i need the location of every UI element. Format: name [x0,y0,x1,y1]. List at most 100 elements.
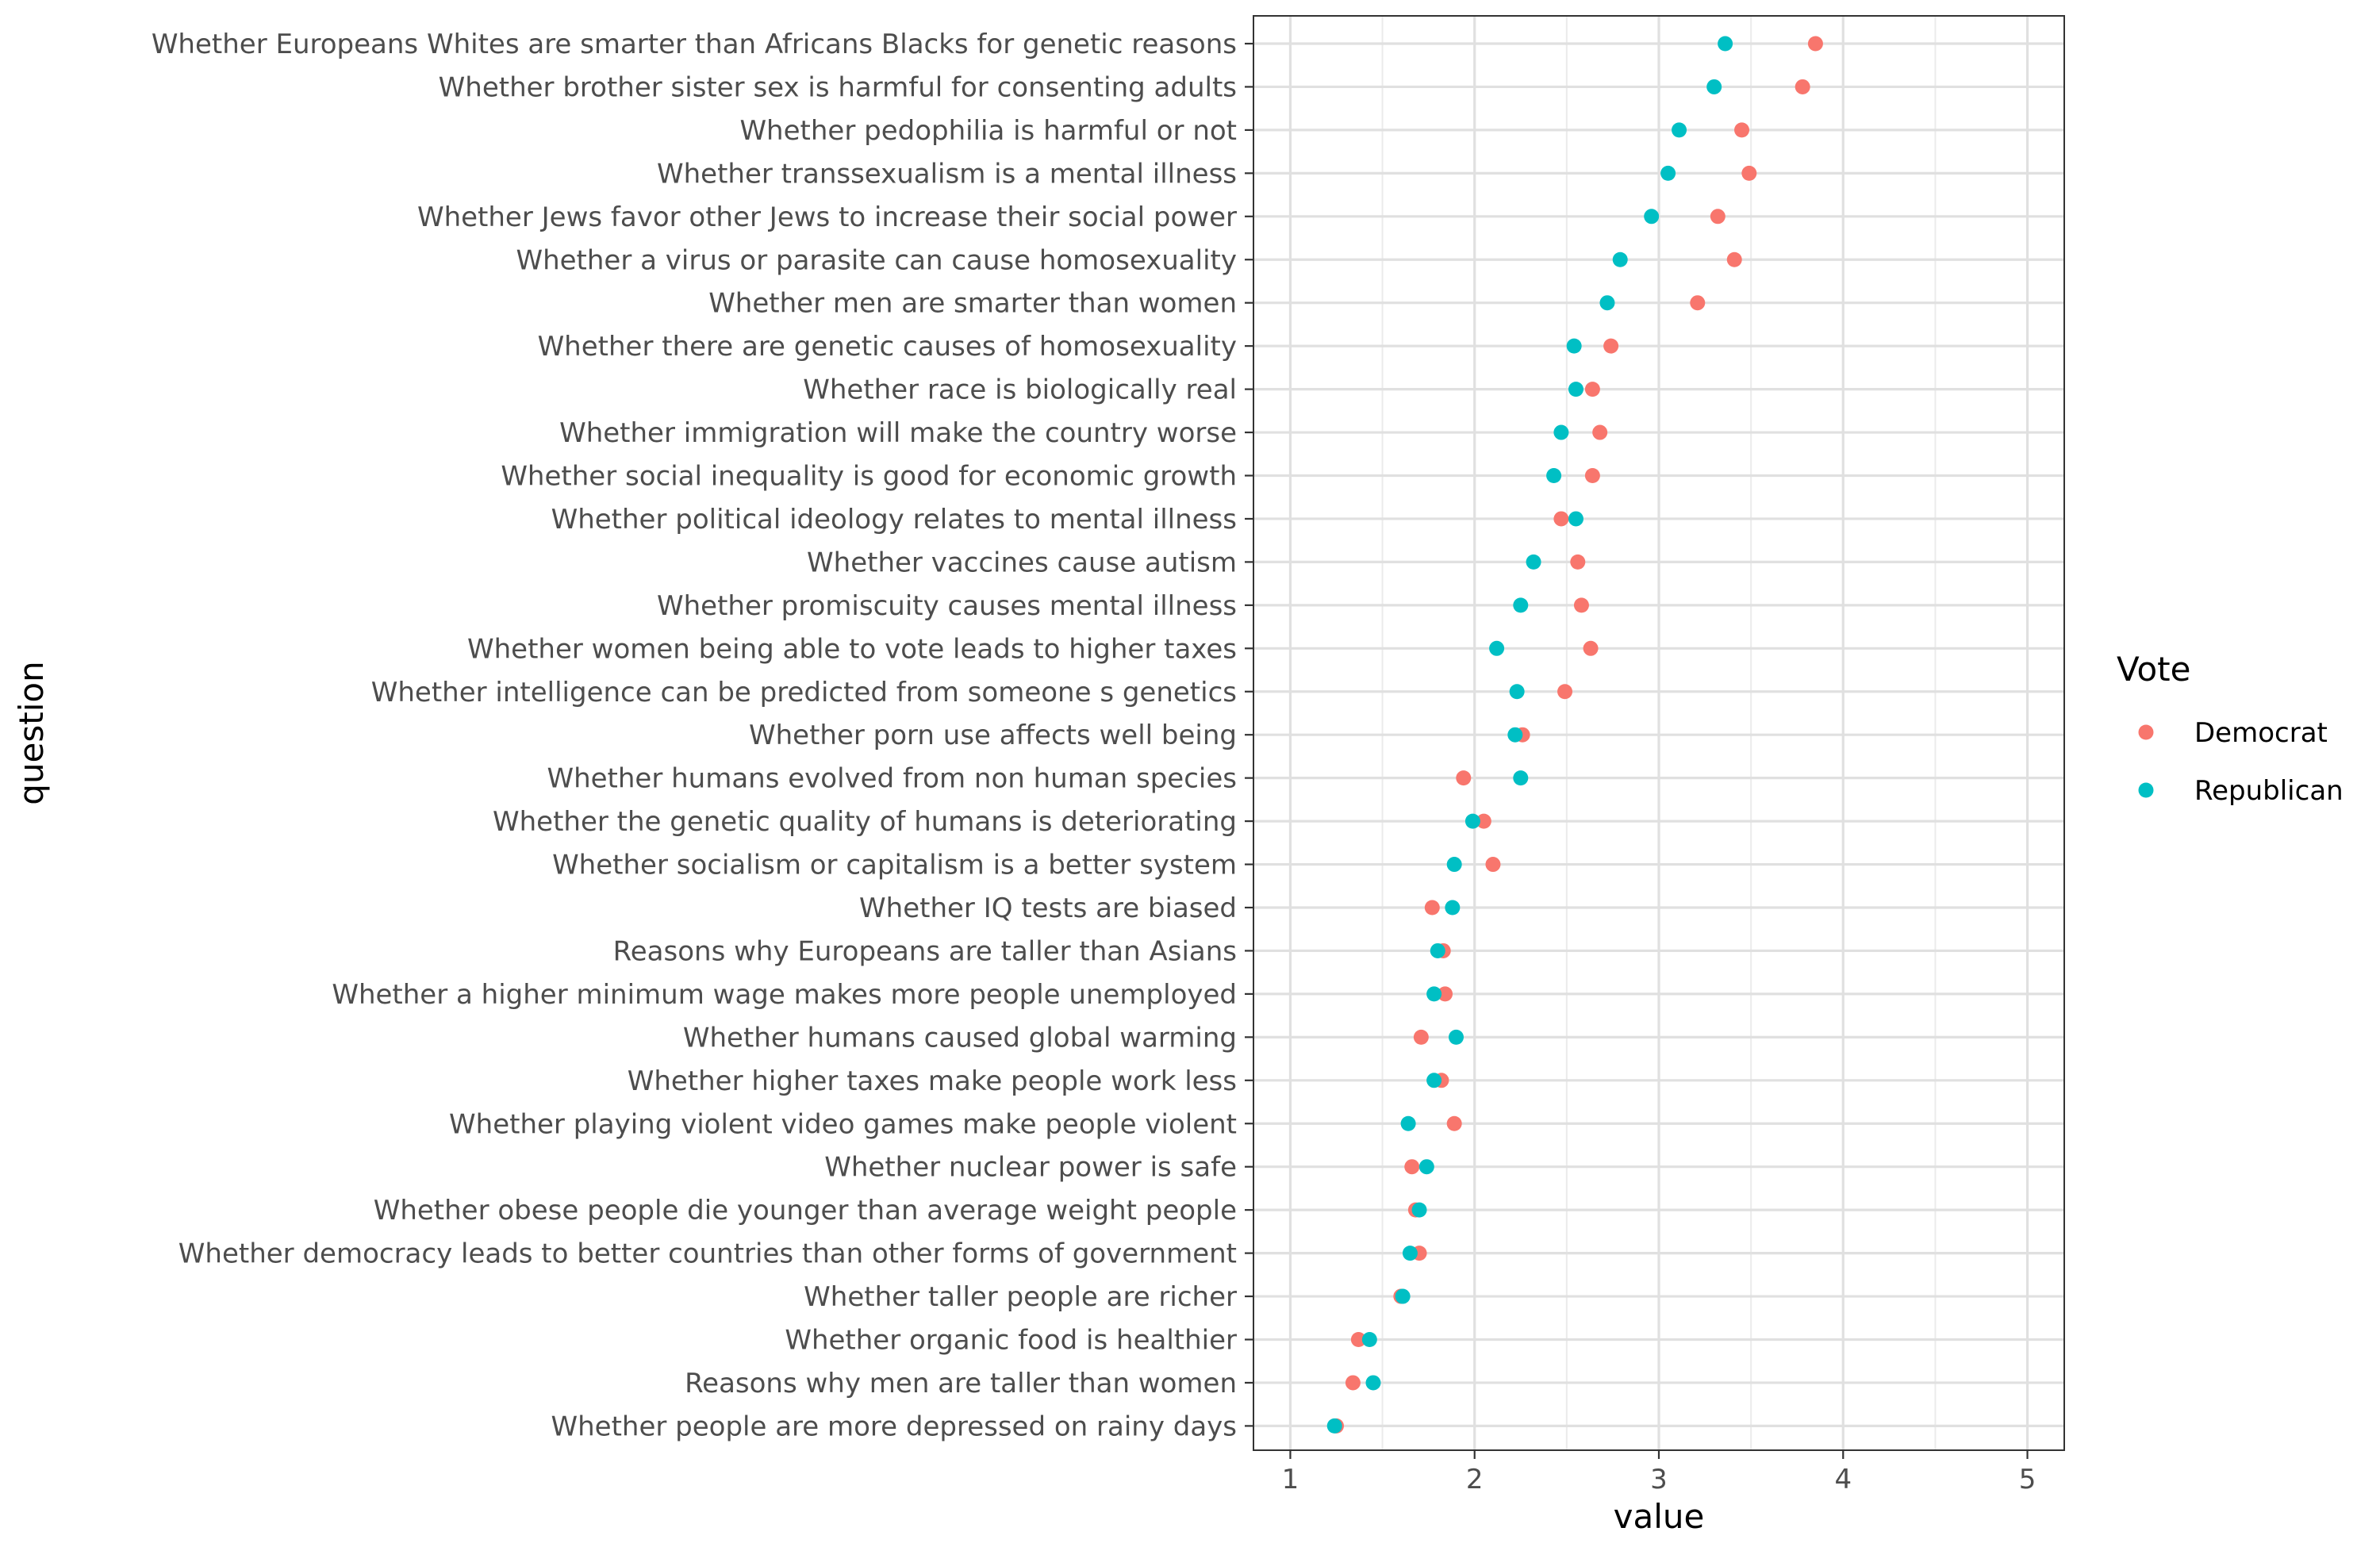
point-republican [1361,1332,1377,1347]
y-tick-label: Whether there are genetic causes of homo… [538,331,1237,363]
y-tick-label: Whether pedophilia is harmful or not [739,115,1237,147]
point-democrat [1584,382,1600,397]
y-tick-label: Whether political ideology relates to me… [551,504,1237,536]
y-tick-label: Whether women being able to vote leads t… [467,633,1237,665]
y-tick-label: Whether democracy leads to better countr… [178,1238,1237,1270]
point-republican [1526,554,1541,570]
y-axis-ticks: Whether Europeans Whites are smarter tha… [152,29,1253,1442]
point-republican [1426,1073,1442,1088]
point-democrat [1573,597,1589,613]
legend-key-democrat [2138,724,2154,740]
point-republican [1489,640,1505,656]
point-republican [1445,900,1461,916]
y-tick-label: Whether socialism or capitalism is a bet… [552,850,1237,881]
point-republican [1365,1375,1381,1391]
point-democrat [1734,122,1750,138]
point-democrat [1345,1375,1361,1391]
point-democrat [1553,511,1569,527]
point-democrat [1583,640,1599,656]
point-democrat [1424,900,1440,916]
point-democrat [1570,554,1586,570]
point-democrat [1404,1159,1420,1175]
point-democrat [1485,857,1501,873]
y-tick-label: Whether Europeans Whites are smarter tha… [152,29,1237,60]
point-republican [1326,1418,1342,1434]
y-tick-label: Reasons why men are taller than women [685,1368,1237,1399]
point-republican [1400,1115,1416,1131]
y-tick-label: Whether obese people die younger than av… [374,1195,1237,1226]
point-republican [1599,295,1615,311]
x-tick-label: 1 [1282,1464,1299,1495]
y-tick-label: Whether social inequality is good for ec… [501,461,1237,493]
data-points [1326,36,1823,1434]
x-axis-ticks: 1 2 3 4 5 [1282,1450,2036,1495]
y-tick-label: Whether a higher minimum wage makes more… [332,979,1237,1011]
point-democrat [1584,468,1600,483]
point-democrat [1795,79,1810,94]
point-republican [1568,511,1583,527]
point-democrat [1592,424,1608,440]
point-republican [1513,770,1529,786]
point-democrat [1710,209,1726,225]
point-republican [1513,597,1529,613]
point-democrat [1446,1115,1462,1131]
point-democrat [1603,338,1619,354]
y-tick-label: Whether transsexualism is a mental illne… [657,158,1237,190]
y-tick-label: Whether promiscuity causes mental illnes… [657,590,1237,622]
point-republican [1449,1029,1464,1045]
y-tick-label: Whether humans caused global warming [683,1022,1237,1054]
point-republican [1418,1159,1434,1175]
y-tick-label: Reasons why Europeans are taller than As… [613,935,1237,967]
y-tick-label: Whether men are smarter than women [708,288,1237,320]
point-democrat [1726,251,1742,267]
legend-label-republican: Republican [2194,775,2344,807]
x-tick-label: 2 [1466,1464,1484,1495]
point-republican [1395,1288,1411,1304]
point-democrat [1413,1029,1429,1045]
point-republican [1706,79,1722,94]
point-republican [1660,165,1676,181]
y-tick-label: Whether playing violent video games make… [449,1108,1237,1140]
legend-label-democrat: Democrat [2194,717,2328,749]
y-tick-label: Whether people are more depressed on rai… [551,1411,1237,1442]
point-democrat [1807,36,1823,52]
y-tick-label: Whether brother sister sex is harmful fo… [439,71,1237,103]
y-tick-label: Whether the genetic quality of humans is… [493,806,1237,838]
point-republican [1507,727,1523,743]
y-tick-label: Whether higher taxes make people work le… [628,1065,1237,1097]
y-tick-label: Whether humans evolved from non human sp… [547,763,1237,795]
y-tick-label: Whether IQ tests are biased [859,892,1237,924]
x-tick-label: 3 [1650,1464,1668,1495]
point-republican [1411,1202,1427,1218]
y-tick-label: Whether nuclear power is safe [824,1152,1237,1184]
y-tick-label: Whether organic food is healthier [785,1325,1237,1357]
y-tick-label: Whether a virus or parasite can cause ho… [516,244,1237,276]
legend: Vote Democrat Republican [2117,650,2344,807]
y-tick-label: Whether immigration will make the countr… [559,417,1237,449]
point-democrat [1476,813,1491,829]
point-republican [1546,468,1562,483]
y-tick-label: Whether taller people are richer [804,1281,1237,1313]
point-republican [1644,209,1660,225]
point-democrat [1438,986,1453,1002]
y-axis-title: question [12,661,51,804]
point-republican [1672,122,1687,138]
point-republican [1464,813,1480,829]
y-tick-label: Whether vaccines cause autism [807,547,1237,578]
point-republican [1612,251,1628,267]
point-republican [1430,942,1445,958]
legend-key-republican [2138,782,2154,798]
y-tick-label: Whether Jews favor other Jews to increas… [417,202,1237,233]
y-tick-label: Whether intelligence can be predicted fr… [371,677,1237,708]
point-republican [1446,857,1462,873]
major-gridlines [1253,16,2064,1450]
x-tick-label: 5 [2019,1464,2036,1495]
y-tick-label: Whether race is biologically real [803,374,1237,406]
point-republican [1509,684,1525,700]
y-tick-label: Whether porn use affects well being [749,720,1237,751]
point-republican [1566,338,1582,354]
point-republican [1553,424,1569,440]
point-democrat [1456,770,1472,786]
point-republican [1426,986,1442,1002]
